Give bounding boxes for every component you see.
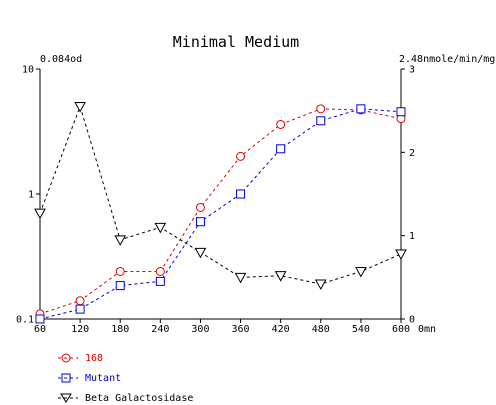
data-point-168 — [115, 266, 125, 276]
data-point-beta-galactosidase — [34, 208, 46, 220]
x-tick-label: 240 — [151, 324, 169, 335]
x-tick-label: 360 — [232, 324, 250, 335]
left-tick-label: 10 — [22, 65, 34, 76]
x-tick-label: 540 — [352, 324, 370, 335]
x-tick-label: 420 — [272, 324, 290, 335]
data-point-mutant — [316, 116, 326, 126]
series-line-mutant — [39, 108, 402, 320]
x-tick-label: 600 — [392, 324, 410, 335]
plot-layer: 60 120 180 240 300 360 420 480 540 600 0.1 1 10 0 1 2 3 — [16, 65, 415, 336]
x-tick-label: 180 — [111, 324, 129, 335]
data-point-beta-galactosidase — [355, 267, 367, 278]
right-tick-label: 0 — [409, 315, 415, 326]
x-tick-label: 60 — [34, 324, 46, 335]
right-tick-label: 1 — [409, 231, 415, 242]
legend: 168 Mutant Beta Galactosidase — [58, 353, 193, 404]
left-tick-label: 0.1 — [16, 315, 34, 326]
data-point-168 — [155, 266, 165, 276]
x-tick-label: 300 — [191, 324, 209, 335]
x-tick-label: 120 — [71, 324, 89, 335]
data-point-beta-galactosidase — [114, 235, 127, 246]
legend-marker-beta-galactosidase — [60, 393, 72, 403]
data-point-beta-galactosidase — [274, 271, 287, 282]
right-tick-label: 3 — [409, 65, 415, 76]
left-axis-top-label: 0.084od — [40, 54, 82, 65]
data-point-168 — [236, 151, 246, 161]
legend-item-beta-galactosidase: Beta Galactosidase — [58, 393, 193, 404]
data-point-beta-galactosidase — [74, 102, 86, 113]
data-point-beta-galactosidase — [154, 222, 167, 234]
legend-label-168: 168 — [85, 353, 103, 364]
data-point-mutant — [75, 304, 85, 314]
x-tick-label: 480 — [312, 324, 330, 335]
legend-label-beta-galactosidase: Beta Galactosidase — [85, 393, 193, 404]
series-line-beta-galactosidase — [39, 104, 402, 285]
data-point-mutant — [276, 144, 286, 154]
legend-item-mutant: Mutant — [58, 373, 121, 384]
series-line-168 — [39, 108, 402, 315]
data-point-beta-galactosidase — [395, 249, 407, 261]
data-point-mutant — [356, 104, 366, 114]
legend-label-mutant: Mutant — [85, 373, 121, 384]
left-tick-label: 1 — [28, 190, 34, 201]
data-point-168 — [316, 104, 326, 114]
legend-marker-mutant — [61, 373, 71, 383]
data-point-mutant — [35, 314, 45, 324]
data-point-mutant — [396, 107, 406, 117]
chart-title: Minimal Medium — [173, 33, 299, 51]
right-axis-top-label: 2.48nmole/min/mg — [399, 54, 495, 65]
data-point-168 — [75, 296, 85, 306]
data-point-mutant — [155, 276, 165, 286]
x-unit-label: 0mn — [418, 324, 436, 335]
legend-marker-168 — [61, 353, 71, 363]
data-point-mutant — [115, 281, 125, 291]
data-point-beta-galactosidase — [194, 247, 207, 259]
legend-item-168: 168 — [58, 353, 103, 364]
right-tick-label: 2 — [409, 148, 415, 159]
data-point-mutant — [236, 189, 246, 199]
data-point-168 — [276, 119, 286, 129]
data-point-beta-galactosidase — [314, 279, 327, 291]
data-point-beta-galactosidase — [234, 272, 247, 284]
data-point-168 — [195, 202, 205, 212]
data-point-mutant — [195, 217, 205, 227]
